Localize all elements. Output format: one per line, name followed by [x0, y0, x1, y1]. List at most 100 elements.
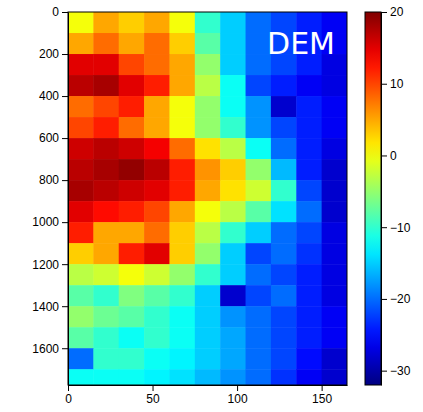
- tick: −10: [381, 221, 411, 235]
- heatmap-cell: [169, 243, 195, 265]
- heatmap-cell: [271, 117, 297, 139]
- heatmap-cell: [93, 243, 119, 265]
- heatmap-cell: [144, 201, 170, 223]
- tick-label: 800: [39, 173, 59, 187]
- heatmap-cell: [322, 348, 347, 370]
- heatmap-cell: [246, 369, 272, 385]
- heatmap-cell: [119, 12, 145, 34]
- heatmap-cell: [296, 117, 322, 139]
- tick-mark: [62, 180, 68, 181]
- tick-label: 200: [39, 47, 59, 61]
- tick-mark: [237, 385, 238, 391]
- heatmap-cell: [93, 138, 119, 160]
- plot-frame: [68, 12, 347, 385]
- heatmap-cell: [296, 96, 322, 118]
- heatmap-cell: [296, 222, 322, 244]
- tick-mark: [62, 12, 68, 13]
- tick-label: −20: [390, 292, 411, 306]
- tick: 0: [52, 5, 68, 19]
- heatmap-cell: [169, 159, 195, 181]
- heatmap-cell: [144, 306, 170, 328]
- y-axis: 02004006008001000120014001600: [32, 5, 68, 385]
- tick-label: 50: [146, 392, 160, 406]
- heatmap-cell: [68, 285, 94, 307]
- heatmap-cell: [296, 180, 322, 202]
- heatmap-cell: [119, 117, 145, 139]
- heatmap-cell: [169, 327, 195, 349]
- heatmap-cell: [322, 159, 347, 181]
- heatmap-cell: [296, 159, 322, 181]
- heatmap-cell: [296, 264, 322, 286]
- heatmap-cell: [322, 369, 347, 385]
- heatmap-cell: [195, 12, 221, 34]
- heatmap-cell: [246, 201, 272, 223]
- heatmap-cell: [119, 138, 145, 160]
- tick-label: 400: [39, 89, 59, 103]
- heatmap-cell: [296, 285, 322, 307]
- heatmap-cells: [68, 12, 347, 385]
- heatmap-cell: [195, 180, 221, 202]
- heatmap-cell: [195, 222, 221, 244]
- heatmap-cell: [322, 306, 347, 328]
- heatmap-cell: [220, 96, 246, 118]
- heatmap-cell: [246, 264, 272, 286]
- heatmap-cell: [246, 243, 272, 265]
- tick: 50: [146, 385, 160, 406]
- heatmap-cell: [119, 222, 145, 244]
- tick-mark: [381, 227, 387, 228]
- heatmap-cell: [144, 75, 170, 97]
- heatmap-cell: [271, 75, 297, 97]
- heatmap-cell: [93, 33, 119, 55]
- heatmap-cell: [93, 180, 119, 202]
- heatmap-cell: [169, 285, 195, 307]
- heatmap-cell: [93, 348, 119, 370]
- heatmap-cell: [271, 201, 297, 223]
- annotation: DEM: [267, 26, 335, 61]
- heatmap-cell: [144, 285, 170, 307]
- heatmap-cell: [220, 117, 246, 139]
- heatmap-cell: [246, 117, 272, 139]
- heatmap-cell: [195, 327, 221, 349]
- heatmap-cell: [195, 285, 221, 307]
- heatmap-cell: [68, 75, 94, 97]
- heatmap-cell: [169, 222, 195, 244]
- tick-label: −30: [390, 364, 411, 378]
- tick-mark: [381, 371, 387, 372]
- heatmap-cell: [144, 117, 170, 139]
- heatmap-cell: [68, 12, 94, 34]
- tick-mark: [62, 138, 68, 139]
- heatmap-cell: [322, 243, 347, 265]
- heatmap-cell: [119, 33, 145, 55]
- tick-label: 100: [228, 392, 248, 406]
- heatmap-cell: [271, 243, 297, 265]
- heatmap-cell: [68, 369, 94, 385]
- heatmap-cell: [296, 327, 322, 349]
- heatmap-cell: [169, 369, 195, 385]
- tick-mark: [62, 96, 68, 97]
- tick-mark: [153, 385, 154, 391]
- heatmap-cell: [93, 12, 119, 34]
- heatmap-cell: [271, 222, 297, 244]
- heatmap-cell: [195, 138, 221, 160]
- tick-label: 0: [65, 392, 72, 406]
- heatmap-cell: [246, 138, 272, 160]
- heatmap-cell: [68, 54, 94, 76]
- heatmap-cell: [195, 243, 221, 265]
- tick-label: −10: [390, 221, 411, 235]
- heatmap-cell: [246, 306, 272, 328]
- heatmap-cell: [93, 159, 119, 181]
- heatmap-cell: [144, 12, 170, 34]
- heatmap-cell: [246, 348, 272, 370]
- tick: 200: [39, 47, 68, 61]
- heatmap-cell: [195, 33, 221, 55]
- heatmap-cell: [144, 327, 170, 349]
- heatmap-cell: [144, 180, 170, 202]
- tick: 800: [39, 173, 68, 187]
- heatmap-cell: [220, 54, 246, 76]
- heatmap-cell: [68, 138, 94, 160]
- heatmap-cell: [322, 222, 347, 244]
- heatmap-cell: [144, 222, 170, 244]
- heatmap-cell: [119, 285, 145, 307]
- heatmap-cell: [195, 264, 221, 286]
- heatmap-cell: [195, 159, 221, 181]
